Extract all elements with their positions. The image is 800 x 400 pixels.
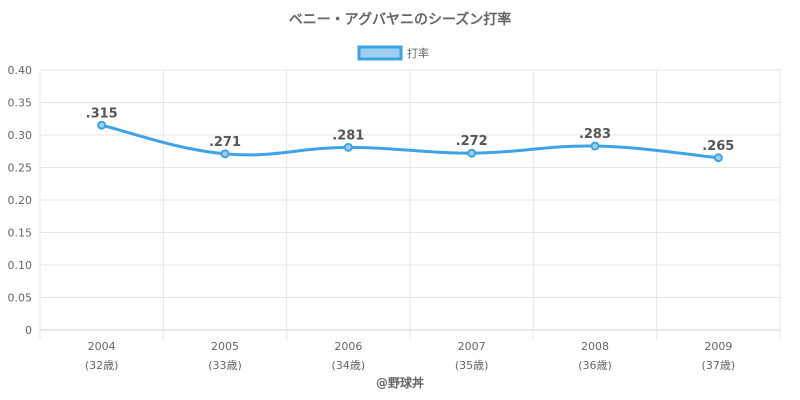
x-tick-sublabel: (32歳) (85, 359, 119, 372)
data-point[interactable] (97, 120, 107, 130)
grid (39, 69, 781, 340)
series-line (101, 123, 719, 160)
legend-label: 打率 (407, 46, 429, 60)
chart-title: ベニー・アグバヤニのシーズン打率 (289, 11, 512, 28)
y-tick-label: 0.15 (8, 227, 33, 240)
data-point[interactable] (713, 153, 723, 163)
data-labels: .315 .271 .281 .272 .283 .265 (86, 106, 735, 154)
x-tick-sublabel: (35歳) (455, 359, 489, 372)
data-label: .265 (702, 139, 734, 154)
y-tick-label: 0.25 (8, 162, 33, 175)
data-point[interactable] (220, 149, 230, 159)
data-label: .283 (579, 127, 611, 142)
legend-swatch (357, 45, 403, 61)
credit-text: @野球丼 (376, 375, 424, 390)
data-point[interactable] (467, 148, 477, 158)
x-tick-label: 2007 (458, 340, 486, 353)
legend[interactable]: 打率 (357, 45, 429, 61)
y-tick-label: 0.10 (8, 259, 33, 272)
series-batting-average (97, 120, 723, 163)
x-tick-label: 2005 (211, 340, 239, 353)
y-tick-label: 0 (25, 324, 32, 337)
x-tick-label: 2006 (334, 340, 362, 353)
y-tick-label: 0.30 (8, 129, 33, 142)
x-tick-label: 2004 (88, 340, 116, 353)
data-label: .281 (332, 128, 364, 143)
data-point[interactable] (343, 142, 353, 152)
x-tick-sublabel: (34歳) (332, 359, 366, 372)
data-label: .315 (86, 106, 118, 121)
y-tick-label: 0.05 (8, 292, 33, 305)
data-label: .271 (209, 135, 241, 150)
y-tick-label: 0.20 (8, 194, 33, 207)
axes: 0 0.05 0.10 0.15 0.20 0.25 0.30 0.35 0.40 2004 (32… (8, 64, 736, 372)
y-tick-label: 0.40 (8, 64, 33, 77)
data-point[interactable] (590, 141, 600, 151)
x-tick-label: 2009 (704, 340, 732, 353)
data-label: .272 (456, 134, 488, 149)
x-tick-sublabel: (36歳) (578, 359, 612, 372)
x-tick-label: 2008 (581, 340, 609, 353)
x-tick-sublabel: (37歳) (702, 359, 736, 372)
x-tick-sublabel: (33歳) (208, 359, 242, 372)
y-tick-label: 0.35 (8, 97, 33, 110)
